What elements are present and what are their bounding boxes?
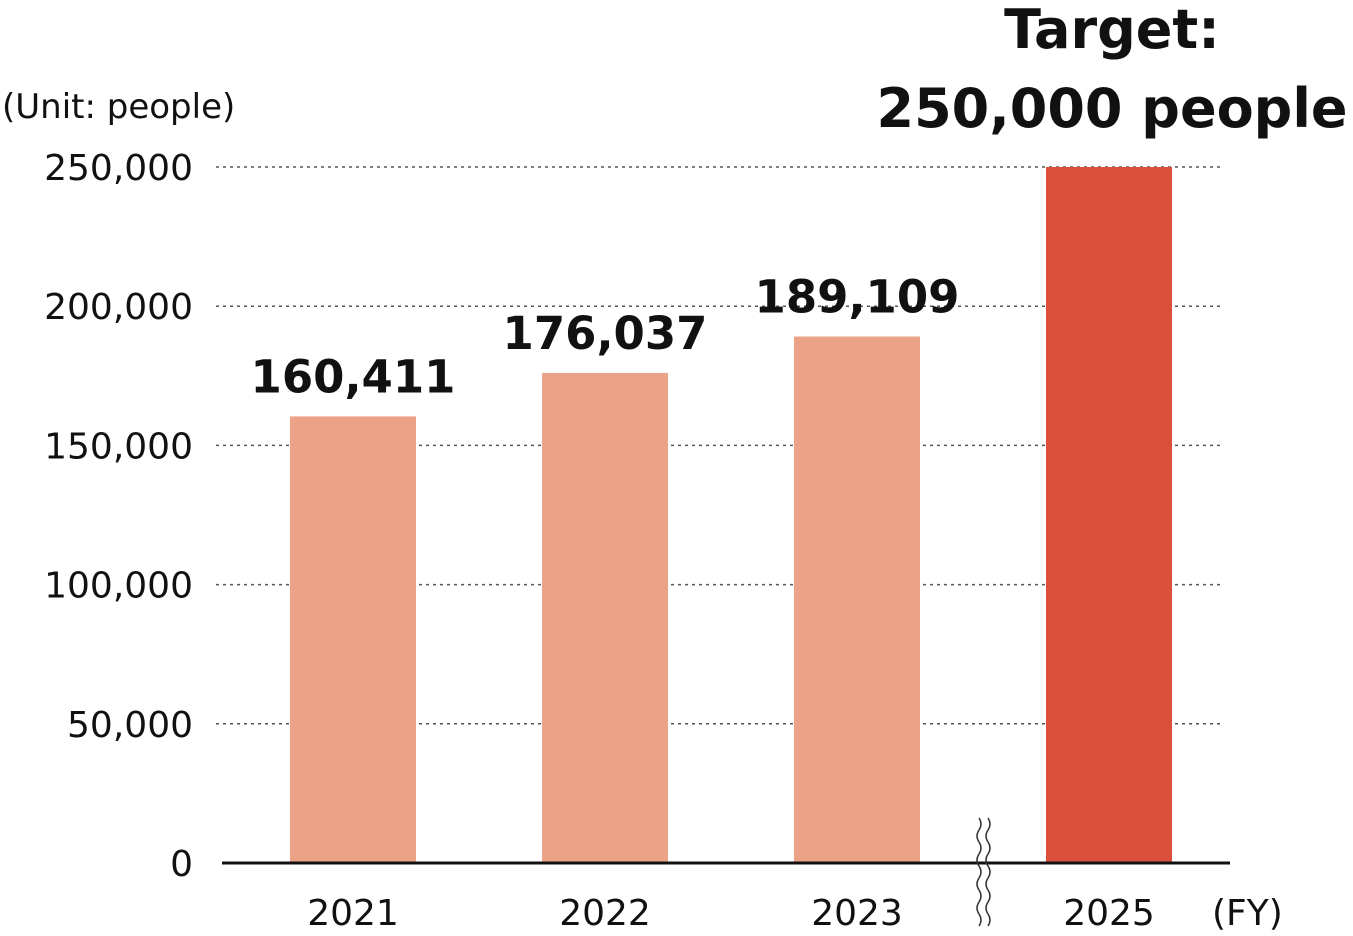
y-tick-label: 0 <box>170 844 193 885</box>
bar <box>542 372 668 863</box>
bar <box>290 416 416 863</box>
x-tick-label: 2025 <box>1063 893 1155 934</box>
y-tick-label: 250,000 <box>44 148 193 189</box>
target-annotation-line1: Target: <box>1004 0 1220 61</box>
bars <box>290 167 1172 864</box>
x-tick-label: 2021 <box>307 893 399 934</box>
bar-value-label: 160,411 <box>251 350 456 403</box>
y-axis-unit-label: (Unit: people) <box>2 87 235 127</box>
y-tick-label: 100,000 <box>44 566 193 607</box>
x-tick-label: 2023 <box>811 893 903 934</box>
x-axis-ticks: 2021 2022 2023 2025 <box>307 893 1155 934</box>
x-tick-label: 2022 <box>559 893 651 934</box>
bar <box>1046 167 1172 863</box>
bar-value-label: 176,037 <box>503 307 708 360</box>
y-tick-label: 200,000 <box>44 287 193 328</box>
bar-value-label: 189,109 <box>755 271 960 324</box>
y-tick-label: 150,000 <box>44 426 193 467</box>
bar <box>794 336 920 864</box>
axis-break-mark <box>976 817 991 927</box>
target-annotation-line2: 250,000 people <box>877 77 1348 140</box>
y-tick-label: 50,000 <box>67 705 193 746</box>
x-axis-unit-label: (FY) <box>1212 893 1283 934</box>
y-axis-ticks: 0 50,000 100,000 150,000 200,000 250,000 <box>44 148 193 885</box>
value-labels: 160,411 176,037 189,109 <box>251 271 960 404</box>
